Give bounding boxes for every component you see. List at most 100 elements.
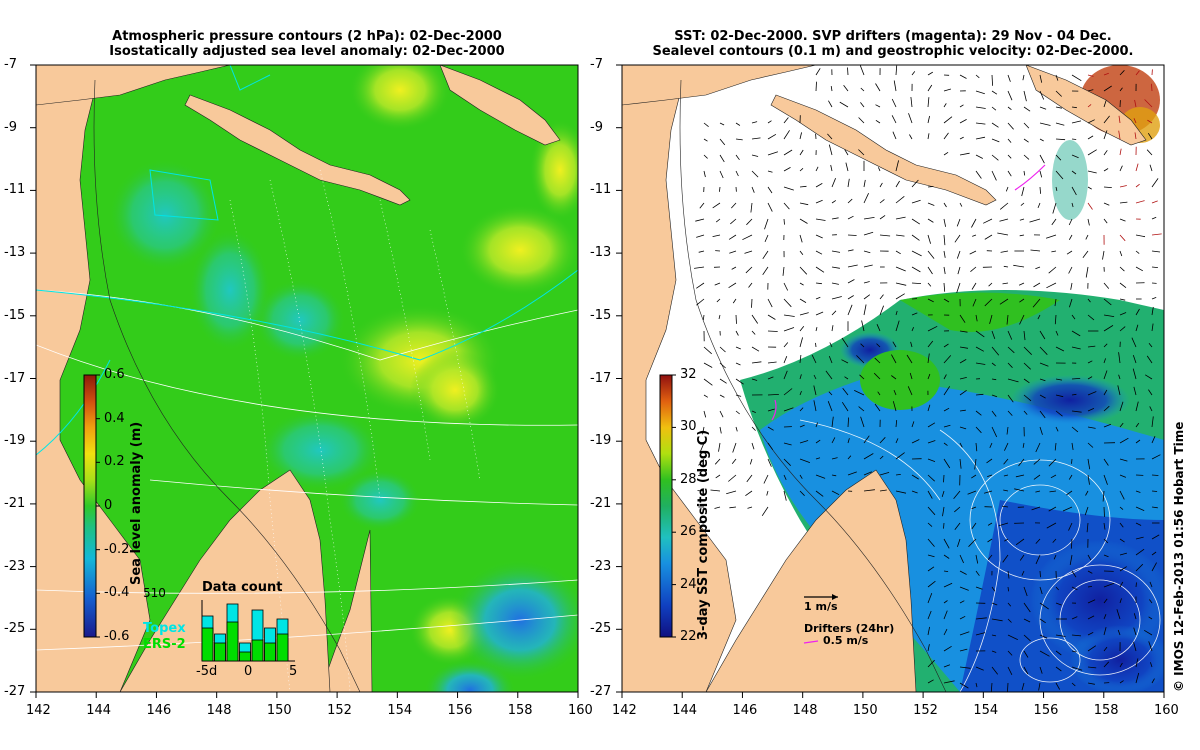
velocity-arrow: [991, 106, 997, 111]
velocity-arrow: [1151, 474, 1159, 476]
velocity-arrow: [893, 80, 897, 92]
velocity-arrow: [1030, 249, 1041, 252]
velocity-arrow: [1119, 566, 1127, 572]
velocity-arrow: [1087, 202, 1093, 210]
velocity-arrow: [943, 645, 952, 652]
velocity-arrow: [719, 394, 725, 398]
velocity-arrow: [895, 420, 898, 428]
velocity-arrow: [959, 648, 968, 652]
velocity-arrow: [1086, 522, 1089, 533]
velocity-arrow: [1151, 551, 1157, 556]
velocity-arrow: [991, 154, 999, 161]
velocity-arrow: [831, 296, 842, 300]
velocity-arrow: [735, 394, 742, 397]
velocity-arrow: [1071, 570, 1077, 578]
png-peninsula-right: [770, 94, 997, 206]
velocity-arrow: [799, 474, 803, 479]
velocity-arrow: [1039, 154, 1045, 164]
velocity-arrow: [815, 490, 824, 497]
velocity-arrow: [718, 314, 721, 320]
velocity-arrow: [1006, 426, 1009, 435]
velocity-arrow: [943, 522, 945, 529]
velocity-arrow: [1054, 442, 1057, 451]
velocity-arrow: [956, 250, 961, 259]
velocity-arrow: [1103, 343, 1108, 348]
velocity-arrow: [927, 71, 934, 76]
velocity-arrow: [875, 119, 881, 124]
velocity-arrow: [911, 421, 915, 428]
velocity-arrow: [943, 582, 953, 588]
velocity-arrow: [1119, 165, 1123, 172]
velocity-arrow: [1103, 358, 1106, 364]
data-count-max: 510: [143, 586, 166, 600]
velocity-arrow: [863, 304, 867, 316]
velocity-arrow: [987, 554, 993, 560]
velocity-arrow: [799, 218, 808, 224]
velocity-arrow: [908, 113, 913, 124]
velocity-arrow: [1103, 100, 1107, 108]
velocity-arrow: [815, 327, 818, 332]
velocity-arrow: [858, 149, 865, 156]
velocity-arrow: [1007, 570, 1010, 579]
velocity-arrow: [943, 570, 949, 572]
velocity-arrow: [732, 298, 737, 304]
velocity-arrow: [856, 355, 865, 364]
velocity-arrow: [1087, 360, 1093, 364]
velocity-arrow: [943, 407, 950, 412]
velocity-arrow: [799, 312, 809, 316]
velocity-arrow: [1055, 410, 1063, 417]
velocity-arrow: [1135, 490, 1141, 493]
velocity-arrow: [799, 390, 802, 396]
velocity-arrow: [783, 474, 787, 480]
velocity-arrow: [1087, 218, 1090, 226]
velocity-arrow: [767, 361, 777, 364]
velocity-arrow: [1069, 298, 1073, 308]
velocity-arrow: [1050, 474, 1057, 479]
velocity-arrow: [719, 154, 725, 163]
velocity-arrow: [927, 538, 935, 547]
velocity-arrow: [891, 98, 897, 108]
velocity-arrow: [892, 131, 897, 140]
velocity-arrow: [1039, 74, 1043, 83]
velocity-arrow: [1007, 618, 1012, 623]
velocity-arrow: [815, 311, 824, 316]
velocity-arrow: [957, 538, 961, 548]
velocity-arrow: [1052, 202, 1057, 214]
australia-land-right: [622, 65, 737, 692]
velocity-arrow: [1039, 586, 1043, 595]
sst-warm-band: [900, 292, 1060, 332]
velocity-arrow: [879, 294, 884, 300]
velocity-arrow: [783, 117, 789, 124]
sealevel-contours: [799, 419, 1161, 692]
velocity-arrow: [927, 340, 934, 348]
velocity-arrow: [1039, 362, 1049, 367]
velocity-arrow: [1135, 422, 1140, 428]
velocity-arrow: [895, 160, 899, 172]
velocity-arrow: [714, 282, 721, 286]
velocity-arrow: [1133, 386, 1137, 396]
velocity-arrow: [703, 378, 713, 386]
velocity-arrow: [1119, 458, 1128, 462]
velocity-arrow: [831, 250, 841, 253]
velocity-arrow: [1039, 410, 1046, 419]
velocity-arrow: [1103, 661, 1110, 668]
legend-ers2: ERS-2: [143, 637, 186, 652]
velocity-arrow: [847, 471, 857, 476]
australia-land-right-south: [705, 469, 917, 692]
velocity-arrow: [1119, 148, 1122, 156]
velocity-arrow: [1087, 391, 1097, 396]
data-count-xtick-label: 0: [244, 664, 253, 679]
velocity-arrow: [910, 341, 913, 348]
velocity-arrow: [732, 442, 737, 453]
velocity-arrow: [828, 100, 833, 108]
velocity-arrow: [1004, 538, 1009, 542]
velocity-arrow: [1135, 308, 1140, 316]
velocity-arrow: [767, 170, 773, 173]
velocity-arrow: [859, 374, 865, 380]
velocity-arrow: [1135, 200, 1145, 204]
velocity-arrow: [989, 442, 993, 448]
velocity-arrow: [991, 378, 997, 381]
data-count-ers-bar: [251, 639, 264, 662]
velocity-arrow: [975, 617, 987, 620]
velocity-arrow: [911, 199, 921, 204]
